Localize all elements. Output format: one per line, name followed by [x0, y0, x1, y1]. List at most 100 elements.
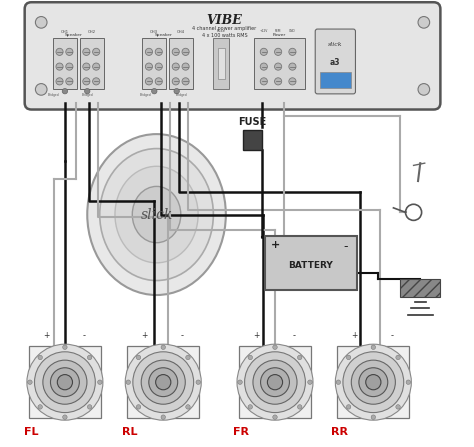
Text: Power: Power [273, 33, 286, 37]
Text: 4 channel power amplifier: 4 channel power amplifier [192, 26, 256, 31]
Ellipse shape [100, 148, 213, 281]
Circle shape [396, 405, 400, 409]
Text: +: + [351, 331, 357, 340]
Text: -: - [343, 240, 348, 253]
Bar [239, 346, 311, 418]
Circle shape [343, 352, 404, 413]
Circle shape [27, 344, 103, 420]
Circle shape [66, 78, 73, 85]
FancyBboxPatch shape [53, 38, 77, 89]
Circle shape [308, 380, 312, 384]
Text: +: + [43, 331, 49, 340]
Text: slick: slick [140, 207, 173, 222]
Circle shape [406, 380, 410, 384]
Text: +: + [271, 240, 281, 250]
Circle shape [359, 368, 388, 396]
Text: RL: RL [122, 427, 137, 437]
Circle shape [298, 355, 302, 360]
Bar [243, 130, 263, 150]
Circle shape [186, 355, 190, 360]
Circle shape [126, 380, 130, 384]
Circle shape [38, 355, 42, 360]
Text: BATTERY: BATTERY [288, 261, 333, 270]
Circle shape [174, 89, 179, 94]
FancyBboxPatch shape [254, 38, 305, 89]
Bar [266, 237, 356, 248]
Circle shape [253, 360, 297, 404]
Circle shape [371, 415, 375, 419]
Ellipse shape [87, 134, 226, 295]
Circle shape [273, 415, 277, 419]
Circle shape [182, 63, 189, 70]
Circle shape [261, 368, 290, 396]
Circle shape [238, 380, 242, 384]
Circle shape [182, 78, 189, 85]
Text: VIBE: VIBE [207, 14, 242, 27]
Circle shape [146, 78, 153, 85]
Circle shape [289, 63, 296, 70]
Text: +12V: +12V [260, 29, 268, 33]
Circle shape [172, 63, 179, 70]
Circle shape [50, 368, 79, 396]
Circle shape [172, 48, 179, 55]
Text: Bridged: Bridged [82, 93, 93, 97]
Circle shape [274, 78, 282, 85]
Circle shape [137, 405, 141, 409]
Text: Fuse: Fuse [217, 29, 226, 33]
Text: CH1: CH1 [61, 30, 69, 34]
FancyBboxPatch shape [315, 29, 356, 94]
FancyBboxPatch shape [264, 236, 357, 290]
FancyBboxPatch shape [169, 38, 193, 89]
Circle shape [56, 48, 63, 55]
Circle shape [366, 375, 381, 390]
Circle shape [289, 48, 296, 55]
Text: GND: GND [289, 29, 296, 33]
Circle shape [371, 345, 375, 350]
Circle shape [155, 375, 171, 390]
Circle shape [298, 405, 302, 409]
Circle shape [346, 355, 351, 360]
Circle shape [155, 48, 163, 55]
Circle shape [141, 360, 185, 404]
Circle shape [260, 63, 267, 70]
Circle shape [146, 63, 153, 70]
Text: FUSE: FUSE [238, 118, 267, 127]
Circle shape [92, 78, 100, 85]
Circle shape [196, 380, 201, 384]
Circle shape [98, 380, 102, 384]
Bar [337, 346, 410, 418]
Circle shape [38, 405, 42, 409]
Circle shape [161, 345, 165, 350]
Circle shape [155, 63, 163, 70]
Circle shape [83, 63, 90, 70]
Circle shape [335, 344, 411, 420]
Circle shape [267, 375, 283, 390]
Circle shape [84, 89, 90, 94]
Circle shape [237, 344, 313, 420]
FancyBboxPatch shape [400, 279, 440, 297]
Text: +: + [141, 331, 147, 340]
FancyBboxPatch shape [25, 2, 440, 110]
Circle shape [172, 78, 179, 85]
Text: 4 x 100 watts RMS: 4 x 100 watts RMS [201, 33, 247, 38]
Circle shape [35, 352, 95, 413]
Circle shape [63, 345, 67, 350]
Text: a3: a3 [330, 58, 341, 67]
Circle shape [152, 89, 157, 94]
Circle shape [186, 405, 190, 409]
Circle shape [36, 84, 47, 95]
Circle shape [83, 48, 90, 55]
Circle shape [56, 63, 63, 70]
Text: Bridged: Bridged [139, 93, 151, 97]
Circle shape [43, 360, 87, 404]
Circle shape [260, 78, 267, 85]
Text: Bridged: Bridged [48, 93, 60, 97]
Circle shape [66, 48, 73, 55]
Text: REM: REM [275, 29, 281, 33]
Text: -: - [292, 331, 295, 340]
Circle shape [273, 345, 277, 350]
Circle shape [336, 380, 341, 384]
Circle shape [133, 352, 194, 413]
Text: -: - [82, 331, 85, 340]
FancyBboxPatch shape [142, 38, 166, 89]
